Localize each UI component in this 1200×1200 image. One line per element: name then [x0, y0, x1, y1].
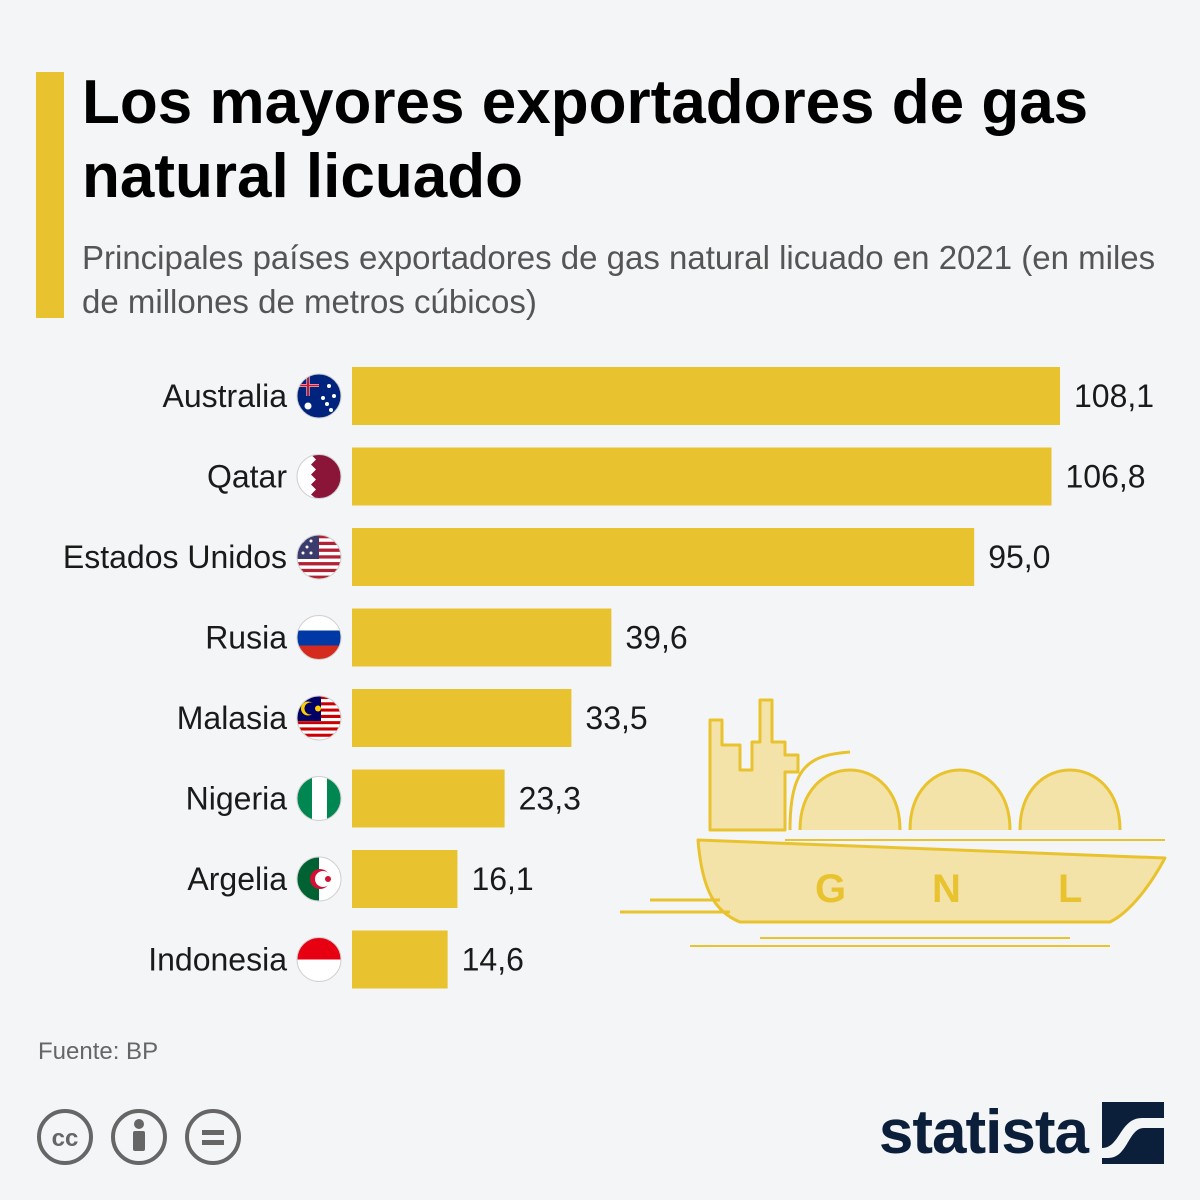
- category-label: Rusia: [205, 620, 287, 656]
- lng-ship-icon: G N L: [620, 698, 1167, 947]
- bar-row: Qatar 106,8: [207, 447, 1146, 506]
- category-label: Argelia: [187, 861, 287, 897]
- cc-icon[interactable]: cc: [36, 1108, 94, 1166]
- category-label: Australia: [163, 378, 288, 414]
- australia-flag-icon: [296, 373, 342, 419]
- bar: [352, 367, 1060, 425]
- value-label: 33,5: [585, 700, 647, 736]
- bar: [352, 608, 612, 667]
- bar: [352, 769, 505, 828]
- value-label: 39,6: [625, 620, 687, 656]
- svg-text:cc: cc: [52, 1125, 79, 1152]
- license-icons: cc: [36, 1108, 242, 1166]
- page-subtitle: Principales países exportadores de gas n…: [82, 239, 1156, 320]
- value-label: 108,1: [1074, 378, 1154, 414]
- bar: [352, 447, 1052, 506]
- source-note: Fuente: BP: [38, 1038, 159, 1065]
- category-label: Nigeria: [186, 781, 288, 817]
- page-title: Los mayores exportadores de gas natural …: [82, 68, 1089, 211]
- value-label: 16,1: [471, 861, 533, 897]
- bar-row: Indonesia 14,6: [148, 930, 524, 989]
- usa-flag-icon: [296, 534, 342, 580]
- category-label: Qatar: [207, 459, 287, 495]
- ship-letter-g: G: [815, 867, 846, 911]
- ship-letter-l: L: [1058, 867, 1082, 911]
- algeria-flag-icon: [296, 856, 342, 902]
- brand-name: statista: [878, 1098, 1089, 1167]
- accent-bar: [36, 72, 64, 318]
- bar-row: Estados Unidos 95,0: [63, 528, 1050, 586]
- statista-logo[interactable]: statista: [879, 1098, 1164, 1168]
- ship-letter-n: N: [932, 867, 961, 911]
- bar-row: Malasia 33,5: [177, 689, 648, 747]
- bar-chart: Australia 108,1 Qatar 106,8 Estados Unidos 95…: [63, 367, 1154, 989]
- nigeria-flag-icon: [296, 776, 342, 821]
- category-label: Indonesia: [148, 942, 287, 978]
- bar-row: Argelia 16,1: [187, 850, 534, 908]
- bar: [352, 850, 458, 908]
- bar: [352, 689, 572, 747]
- bar-row: Nigeria 23,3: [186, 769, 581, 828]
- qatar-flag-icon: [296, 454, 342, 499]
- indonesia-flag-icon: [296, 937, 342, 982]
- category-label: Malasia: [177, 700, 287, 736]
- bar: [352, 528, 975, 586]
- value-label: 14,6: [462, 942, 524, 978]
- value-label: 95,0: [988, 539, 1050, 575]
- value-label: 23,3: [519, 781, 581, 817]
- bar-row: Australia 108,1: [163, 367, 1154, 425]
- bar: [352, 930, 448, 989]
- malaysia-flag-icon: [296, 695, 342, 741]
- value-label: 106,8: [1065, 459, 1145, 495]
- bar-row: Rusia 39,6: [205, 608, 688, 667]
- russia-flag-icon: [296, 615, 342, 660]
- statista-mark-icon: [1102, 1102, 1164, 1164]
- attribution-icon[interactable]: [110, 1108, 168, 1166]
- no-derivatives-icon[interactable]: [184, 1108, 242, 1166]
- category-label: Estados Unidos: [63, 539, 287, 575]
